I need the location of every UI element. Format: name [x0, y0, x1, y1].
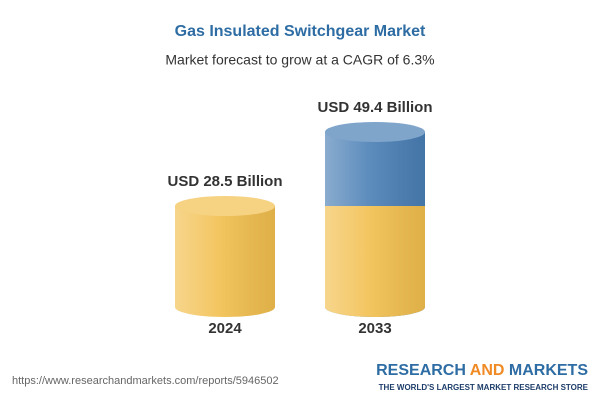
cylinder-shade: [175, 206, 275, 317]
value-label: USD 49.4 Billion: [317, 99, 432, 116]
source-url: https://www.researchandmarkets.com/repor…: [12, 375, 279, 387]
brand: RESEARCH AND MARKETS: [376, 362, 588, 379]
value-label: USD 28.5 Billion: [167, 173, 282, 190]
x-tick-label: 2024: [208, 320, 242, 337]
chart-title: Gas Insulated Switchgear Market: [175, 23, 426, 40]
x-tick-label: 2033: [358, 320, 391, 337]
tagline: THE WORLD'S LARGEST MARKET RESEARCH STOR…: [379, 383, 589, 392]
cylinder-top-light: [325, 122, 425, 142]
chart-subtitle: Market forecast to grow at a CAGR of 6.3…: [165, 52, 434, 68]
cylinder-top: [175, 196, 275, 217]
cylinder-shade: [325, 206, 425, 317]
brand-part: AND: [470, 362, 505, 379]
brand-part: MARKETS: [504, 362, 588, 379]
brand-part: RESEARCH: [376, 362, 470, 379]
cylinder-top: [325, 122, 425, 142]
cylinder-top-light: [175, 196, 275, 217]
